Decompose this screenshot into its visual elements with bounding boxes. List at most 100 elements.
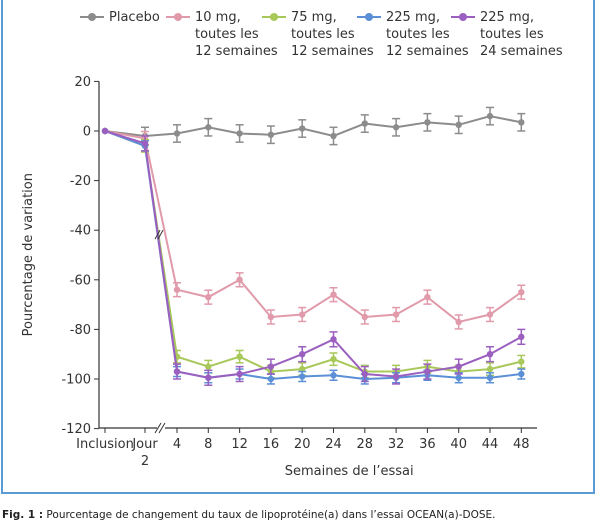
data-point [173,368,181,375]
series-3 [101,127,526,385]
data-point [141,140,149,147]
x-tick-label: 8 [204,437,212,452]
line-break-mark [154,229,161,240]
legend-label: Placebo [109,10,160,25]
series-line [104,130,522,373]
data-point [361,313,368,321]
data-point [299,351,306,358]
data-point [267,375,275,383]
data-point [486,365,494,373]
data-point [299,311,306,318]
x-tick-label: 28 [357,437,374,452]
data-point [455,374,462,381]
data-point [518,289,525,296]
data-point [173,286,181,293]
data-point [518,333,525,341]
x-tick-label: 12 [231,437,248,452]
data-point [236,353,243,360]
legend-marker [451,13,475,21]
data-point [455,363,462,370]
series-line [104,130,522,379]
data-point [518,358,525,365]
series-line [104,130,522,381]
data-point [236,130,243,137]
x-axis-label: Semaines de l’essai [285,464,414,479]
caption-text: Pourcentage de changement du taux de lip… [43,509,496,521]
data-point [518,370,525,378]
data-point [267,363,275,370]
legend-marker [80,13,104,21]
data-point [299,125,306,132]
data-point [330,355,337,363]
x-tick-label: 36 [419,437,436,452]
data-point [267,313,275,321]
legend-marker [166,13,190,21]
x-tick-label: 48 [513,437,530,452]
x-tick-label: Inclusion [76,437,134,452]
data-point [299,365,306,373]
y-tick-label: -120 [61,422,91,437]
data-point [424,293,431,301]
data-point [299,373,306,380]
data-point [455,121,462,128]
data-point [205,124,212,131]
figure-frame [1,0,595,494]
y-axis-label: Pourcentage de variation [21,173,36,336]
data-point [361,370,368,378]
data-point [236,370,243,378]
series-line [104,130,522,324]
data-point [455,318,462,326]
data-point [236,276,243,283]
data-point [361,120,368,127]
series-4 [101,127,526,386]
data-point [392,373,400,380]
data-point [267,131,275,138]
series-1 [101,127,526,330]
x-tick-label: 4 [173,437,181,452]
data-point [205,293,212,301]
data-point [101,127,109,135]
y-tick-label: -60 [70,273,91,288]
y-tick-label: -20 [70,174,91,189]
x-tick-label: 32 [388,437,405,452]
x-tick-label: 20 [294,437,311,452]
data-point [392,311,400,318]
data-point [173,130,181,137]
legend-marker [262,13,286,21]
axis-break-gap [157,423,165,433]
data-point [330,132,337,140]
data-point [424,368,431,375]
y-tick-label: -80 [70,323,91,338]
x-tick-label: Jour 2 [131,437,158,469]
data-point [330,372,337,379]
legend-label: 10 mg, toutes les 12 semaines [195,10,278,59]
axis-break-mark [154,422,162,434]
legend-label: 225 mg, toutes les 12 semaines [386,10,469,59]
series-0 [101,106,526,146]
series-line [104,115,522,138]
data-point [205,363,212,370]
series-2 [101,127,526,379]
y-tick-label: -40 [70,224,91,239]
data-point [518,119,525,126]
caption-label: Fig. 1 : [2,509,44,521]
line-break-mark [157,229,164,240]
data-point [486,374,494,381]
axis-break-mark [158,422,166,434]
y-tick-label: 0 [83,125,91,140]
legend-label: 75 mg, toutes les 12 semaines [291,10,374,59]
legend-marker [357,13,381,21]
data-point [392,124,400,131]
x-tick-label: 44 [482,437,499,452]
x-tick-label: 16 [263,437,280,452]
data-point [330,336,337,343]
legend-label: 225 mg, toutes les 24 semaines [480,10,563,59]
data-point [486,311,494,318]
data-point [486,351,494,358]
figure-caption: Fig. 1 : Pourcentage de changement du ta… [2,509,496,521]
data-point [486,112,494,120]
x-tick-label: 24 [325,437,342,452]
x-tick-label: 40 [450,437,467,452]
data-point [330,291,337,298]
